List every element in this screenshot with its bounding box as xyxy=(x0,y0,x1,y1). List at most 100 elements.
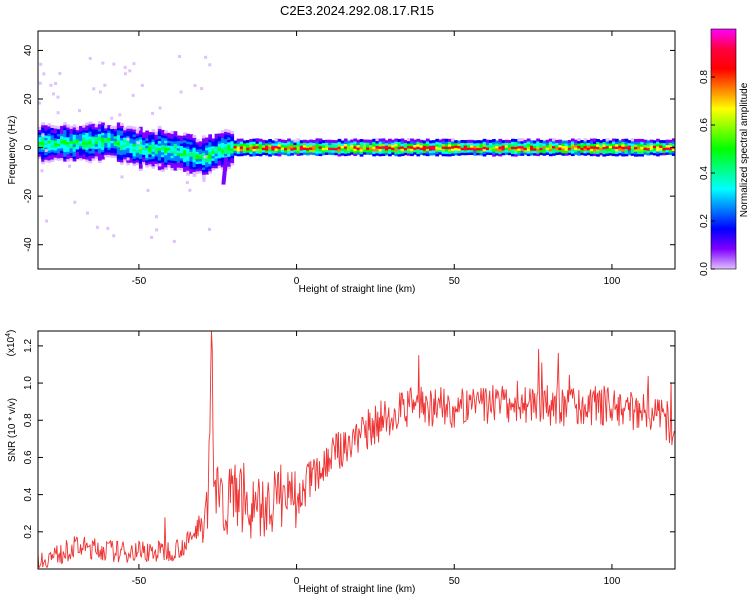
heatmap-cell xyxy=(132,148,137,152)
heatmap-cell xyxy=(101,149,105,153)
heatmap-cell xyxy=(321,152,326,156)
heatmap-cell xyxy=(60,130,64,134)
heatmap-cell xyxy=(324,151,329,155)
heatmap-cell xyxy=(309,151,313,155)
heatmap-cell xyxy=(69,145,74,149)
heatmap-cell xyxy=(624,148,629,152)
heatmap-cell xyxy=(416,153,421,157)
heatmap-cell xyxy=(359,153,364,157)
heatmap-cell xyxy=(217,162,222,166)
heatmap-cell xyxy=(56,157,61,161)
heatmap-cell xyxy=(649,139,654,143)
heatmap-cell xyxy=(142,139,146,143)
heatmap-cell xyxy=(438,144,443,148)
heatmap-cell xyxy=(47,145,52,149)
heatmap-cell xyxy=(94,155,99,159)
heatmap-cell xyxy=(179,145,184,149)
heatmap-cell xyxy=(72,158,77,162)
heatmap-cell xyxy=(312,142,317,146)
heatmap-cell xyxy=(611,143,616,147)
heatmap-cell xyxy=(56,155,61,159)
heatmap-cell xyxy=(337,148,342,152)
heatmap-cell xyxy=(306,142,310,146)
heatmap-cell xyxy=(552,152,556,156)
heatmap-cell xyxy=(558,144,563,148)
heatmap-noise-cell xyxy=(132,62,136,66)
heatmap-cell xyxy=(602,153,607,157)
heatmap-cell xyxy=(652,142,657,146)
heatmap-cell xyxy=(142,154,146,158)
heatmap-cell xyxy=(400,145,405,149)
heatmap-cell xyxy=(378,150,383,154)
heatmap-cell xyxy=(41,141,45,145)
heatmap-cell xyxy=(441,150,446,154)
heatmap-cell xyxy=(201,149,206,153)
heatmap-cell xyxy=(646,145,651,149)
heatmap-cell xyxy=(132,133,137,137)
heatmap-cell xyxy=(340,150,345,154)
heatmap-cell xyxy=(482,153,487,157)
heatmap-cell xyxy=(116,146,121,150)
heatmap-cell xyxy=(220,152,225,156)
heatmap-cell xyxy=(375,152,380,156)
heatmap-cell xyxy=(287,153,291,157)
heatmap-cell xyxy=(104,152,108,156)
heatmap-cell xyxy=(529,149,534,154)
heatmap-cell xyxy=(381,150,386,154)
heatmap-cell xyxy=(214,133,219,137)
heatmap-cell xyxy=(621,148,626,152)
heatmap-cell xyxy=(113,133,118,137)
heatmap-cell xyxy=(201,159,206,163)
heatmap-cell xyxy=(195,148,200,152)
heatmap-cell xyxy=(167,152,172,156)
heatmap-cell xyxy=(97,135,102,139)
heatmap-cell xyxy=(261,139,266,143)
heatmap-cell xyxy=(520,143,525,147)
heatmap-cell xyxy=(63,146,67,150)
heatmap-cell xyxy=(211,138,216,142)
heatmap-cell xyxy=(113,138,118,142)
heatmap-cell xyxy=(119,161,124,165)
heatmap-cell xyxy=(160,166,165,170)
heatmap-cell xyxy=(460,147,465,151)
heatmap-cell xyxy=(400,153,405,157)
heatmap-cell xyxy=(542,152,547,156)
heatmap-cell xyxy=(640,146,645,150)
heatmap-cell xyxy=(435,143,440,147)
heatmap-cell xyxy=(255,138,260,142)
heatmap-cell xyxy=(135,132,140,136)
heatmap-cell xyxy=(643,149,648,153)
heatmap-cell xyxy=(72,129,77,133)
heatmap-cell xyxy=(230,157,235,161)
heatmap-cell xyxy=(533,145,537,149)
heatmap-cell xyxy=(60,155,64,159)
heatmap-cell xyxy=(406,140,411,144)
heatmap-cell xyxy=(640,148,645,152)
heatmap-cell xyxy=(388,148,392,152)
heatmap-cell xyxy=(296,150,301,154)
heatmap-cell xyxy=(413,139,418,143)
heatmap-cell xyxy=(135,149,140,153)
heatmap-cell xyxy=(255,143,260,147)
heatmap-cell xyxy=(123,136,127,140)
heatmap-cell xyxy=(388,153,392,157)
heatmap-cell xyxy=(211,162,216,166)
heatmap-cell xyxy=(69,138,74,142)
heatmap-cell xyxy=(287,150,291,154)
heatmap-cell xyxy=(586,152,591,156)
heatmap-cell xyxy=(176,152,181,156)
heatmap-cell xyxy=(649,146,654,150)
heatmap-cell xyxy=(353,143,358,147)
heatmap-cell xyxy=(425,138,430,142)
heatmap-cell xyxy=(365,149,370,153)
heatmap-cell xyxy=(618,145,622,149)
heatmap-cell xyxy=(107,142,112,146)
heatmap-cell xyxy=(50,139,55,143)
heatmap-cell xyxy=(350,139,354,143)
heatmap-cell xyxy=(533,142,537,146)
heatmap-cell xyxy=(504,144,509,148)
heatmap-cell xyxy=(514,153,518,157)
heatmap-cell xyxy=(63,122,67,126)
heatmap-cell xyxy=(66,131,71,135)
